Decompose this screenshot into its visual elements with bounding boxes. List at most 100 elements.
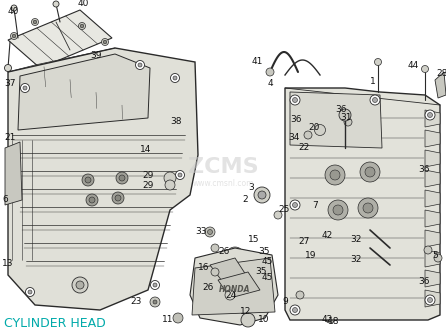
Text: 31: 31 — [340, 114, 351, 123]
Polygon shape — [190, 248, 278, 325]
Polygon shape — [425, 190, 440, 207]
Circle shape — [33, 20, 37, 24]
Circle shape — [173, 76, 177, 80]
Text: 34: 34 — [288, 134, 299, 143]
Circle shape — [150, 297, 160, 307]
Text: 39: 39 — [90, 51, 102, 60]
Circle shape — [103, 40, 107, 44]
Text: 33: 33 — [195, 227, 206, 236]
Circle shape — [175, 170, 185, 179]
Text: 9: 9 — [282, 298, 288, 307]
Polygon shape — [5, 142, 22, 205]
Text: 36: 36 — [418, 166, 429, 174]
Circle shape — [258, 191, 266, 199]
Circle shape — [12, 34, 16, 38]
Polygon shape — [425, 290, 440, 307]
Circle shape — [211, 244, 219, 252]
Text: 13: 13 — [2, 260, 13, 269]
Circle shape — [150, 281, 160, 290]
Circle shape — [4, 64, 12, 71]
Text: 32: 32 — [350, 235, 361, 244]
Text: 26: 26 — [218, 247, 229, 257]
Text: 45: 45 — [262, 274, 273, 283]
Ellipse shape — [295, 115, 415, 275]
Circle shape — [178, 173, 182, 177]
Text: 45: 45 — [262, 257, 273, 266]
Circle shape — [290, 305, 300, 315]
Text: 37: 37 — [4, 79, 16, 89]
Polygon shape — [425, 230, 440, 247]
Circle shape — [333, 205, 343, 215]
Circle shape — [241, 313, 255, 327]
Circle shape — [266, 68, 274, 76]
Circle shape — [138, 63, 142, 67]
Circle shape — [344, 118, 352, 126]
Circle shape — [375, 58, 381, 65]
Polygon shape — [8, 48, 198, 310]
Circle shape — [254, 187, 270, 203]
Text: 1: 1 — [370, 77, 376, 87]
Circle shape — [25, 288, 34, 297]
Text: 10: 10 — [258, 316, 269, 325]
Polygon shape — [425, 150, 440, 167]
Text: 5: 5 — [432, 252, 438, 261]
Circle shape — [314, 125, 326, 136]
Circle shape — [102, 38, 108, 45]
Circle shape — [116, 172, 128, 184]
Text: 42: 42 — [322, 316, 333, 325]
Circle shape — [325, 165, 345, 185]
Text: 15: 15 — [248, 235, 260, 244]
Text: 35: 35 — [255, 268, 267, 277]
Polygon shape — [425, 110, 440, 127]
Circle shape — [32, 18, 38, 25]
Circle shape — [153, 283, 157, 287]
Circle shape — [164, 172, 176, 184]
Text: 19: 19 — [305, 250, 317, 260]
Text: 26: 26 — [202, 284, 213, 293]
Polygon shape — [8, 10, 112, 68]
Circle shape — [330, 170, 340, 180]
Text: 42: 42 — [322, 231, 333, 240]
Text: 3: 3 — [248, 183, 254, 192]
Text: 18: 18 — [328, 318, 339, 327]
Text: 16: 16 — [198, 264, 210, 273]
Ellipse shape — [228, 261, 242, 271]
Circle shape — [28, 290, 32, 294]
Circle shape — [225, 290, 235, 300]
Circle shape — [293, 202, 297, 207]
Circle shape — [290, 95, 300, 105]
Text: 27: 27 — [298, 237, 310, 246]
Circle shape — [325, 313, 335, 323]
Polygon shape — [285, 88, 440, 320]
Circle shape — [80, 24, 84, 28]
Circle shape — [153, 300, 157, 304]
Text: 25: 25 — [278, 205, 289, 214]
Circle shape — [89, 197, 95, 203]
Polygon shape — [210, 258, 248, 285]
Text: 20: 20 — [308, 124, 319, 133]
Text: CYLINDER HEAD: CYLINDER HEAD — [4, 317, 106, 330]
Text: 4: 4 — [268, 79, 274, 89]
Circle shape — [85, 177, 91, 183]
Circle shape — [207, 229, 212, 234]
Circle shape — [339, 109, 351, 121]
Text: 32: 32 — [350, 256, 361, 265]
Text: 36: 36 — [418, 278, 429, 287]
Circle shape — [76, 281, 84, 289]
Text: 40: 40 — [8, 7, 19, 16]
Circle shape — [78, 22, 86, 29]
Text: 24: 24 — [225, 291, 236, 300]
Text: 28: 28 — [436, 69, 446, 78]
Polygon shape — [425, 250, 440, 267]
Circle shape — [296, 291, 304, 299]
Text: 44: 44 — [408, 61, 419, 70]
Circle shape — [136, 60, 145, 69]
Circle shape — [23, 86, 27, 90]
Text: www.cmsnl.com: www.cmsnl.com — [192, 178, 254, 187]
Polygon shape — [192, 258, 275, 315]
Ellipse shape — [228, 247, 242, 257]
Circle shape — [11, 32, 17, 39]
Polygon shape — [435, 72, 446, 98]
Circle shape — [425, 295, 435, 305]
Circle shape — [421, 65, 429, 72]
